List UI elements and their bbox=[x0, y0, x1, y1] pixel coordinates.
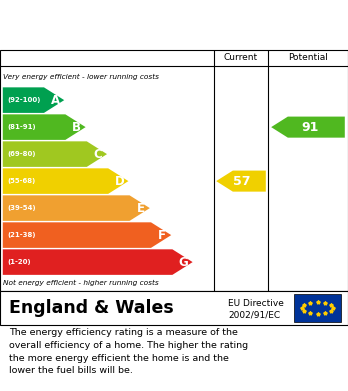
Text: (92-100): (92-100) bbox=[7, 97, 40, 103]
Polygon shape bbox=[216, 170, 266, 192]
Text: Not energy efficient - higher running costs: Not energy efficient - higher running co… bbox=[3, 280, 159, 286]
Polygon shape bbox=[271, 117, 345, 138]
Text: The energy efficiency rating is a measure of the
overall efficiency of a home. T: The energy efficiency rating is a measur… bbox=[9, 328, 248, 375]
Text: Very energy efficient - lower running costs: Very energy efficient - lower running co… bbox=[3, 74, 159, 80]
Text: Potential: Potential bbox=[288, 54, 328, 63]
Text: Energy Efficiency Rating: Energy Efficiency Rating bbox=[9, 17, 230, 32]
Text: (81-91): (81-91) bbox=[7, 124, 35, 130]
Polygon shape bbox=[3, 196, 150, 221]
Bar bbox=[294, 294, 341, 322]
Text: 57: 57 bbox=[234, 175, 251, 188]
Polygon shape bbox=[3, 222, 171, 248]
Text: D: D bbox=[114, 175, 124, 188]
Text: E: E bbox=[137, 202, 145, 215]
Text: A: A bbox=[50, 93, 60, 107]
Polygon shape bbox=[3, 249, 193, 275]
Text: (69-80): (69-80) bbox=[7, 151, 35, 157]
Text: B: B bbox=[72, 120, 81, 134]
Polygon shape bbox=[3, 87, 64, 113]
Text: (55-68): (55-68) bbox=[7, 178, 35, 184]
Text: 2002/91/EC: 2002/91/EC bbox=[228, 311, 280, 320]
Text: EU Directive: EU Directive bbox=[228, 300, 284, 308]
Text: C: C bbox=[94, 148, 102, 161]
Text: G: G bbox=[179, 256, 188, 269]
Text: (21-38): (21-38) bbox=[7, 232, 35, 238]
Polygon shape bbox=[3, 141, 107, 167]
Text: (1-20): (1-20) bbox=[7, 259, 31, 265]
Polygon shape bbox=[3, 114, 86, 140]
Text: Current: Current bbox=[224, 54, 258, 63]
Polygon shape bbox=[3, 169, 128, 194]
Text: 91: 91 bbox=[301, 120, 318, 134]
Text: F: F bbox=[158, 229, 166, 242]
Text: England & Wales: England & Wales bbox=[9, 299, 173, 317]
Text: (39-54): (39-54) bbox=[7, 205, 35, 211]
